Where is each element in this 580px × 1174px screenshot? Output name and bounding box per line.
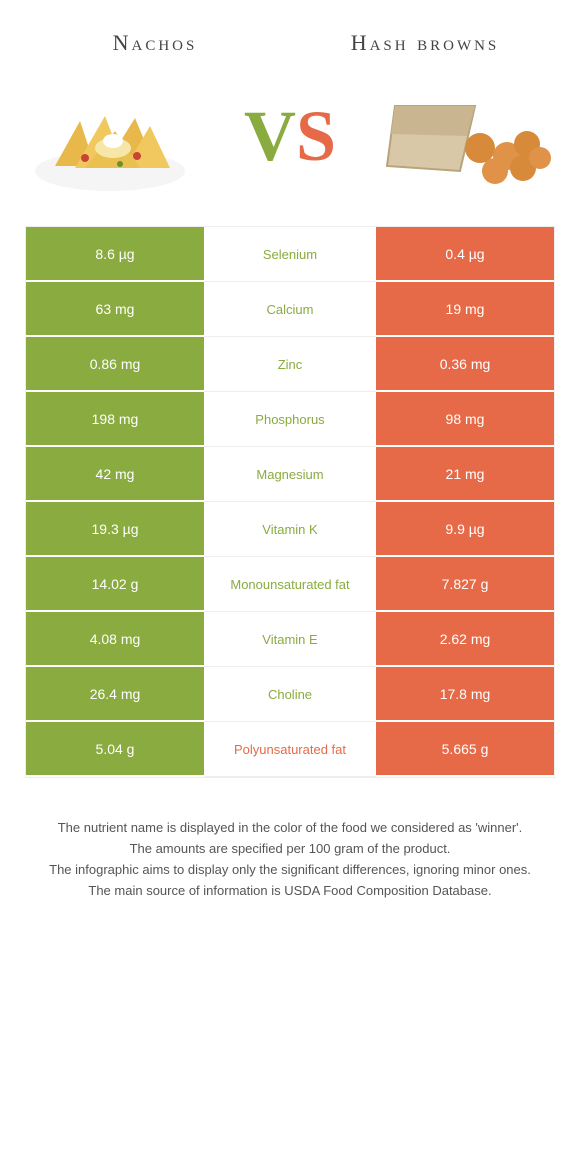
title-row: Nachos Hash browns bbox=[0, 0, 580, 66]
value-left: 63 mg bbox=[26, 282, 204, 337]
nachos-icon bbox=[25, 76, 195, 196]
nutrient-table: 8.6 µgSelenium0.4 µg63 mgCalcium19 mg0.8… bbox=[25, 226, 555, 778]
nutrient-name: Calcium bbox=[204, 282, 376, 337]
value-right: 21 mg bbox=[376, 447, 554, 502]
value-right: 19 mg bbox=[376, 282, 554, 337]
value-left: 5.04 g bbox=[26, 722, 204, 777]
value-right: 2.62 mg bbox=[376, 612, 554, 667]
table-row: 198 mgPhosphorus98 mg bbox=[26, 392, 554, 447]
vs-label: VS bbox=[244, 95, 336, 178]
food-image-left bbox=[25, 76, 195, 196]
vs-v: V bbox=[244, 95, 296, 178]
value-right: 7.827 g bbox=[376, 557, 554, 612]
value-right: 5.665 g bbox=[376, 722, 554, 777]
nutrient-name: Polyunsaturated fat bbox=[204, 722, 376, 777]
table-row: 4.08 mgVitamin E2.62 mg bbox=[26, 612, 554, 667]
value-left: 19.3 µg bbox=[26, 502, 204, 557]
table-row: 5.04 gPolyunsaturated fat5.665 g bbox=[26, 722, 554, 777]
nutrient-name: Vitamin K bbox=[204, 502, 376, 557]
table-row: 0.86 mgZinc0.36 mg bbox=[26, 337, 554, 392]
footer-line-1: The nutrient name is displayed in the co… bbox=[35, 818, 545, 839]
nutrient-name: Vitamin E bbox=[204, 612, 376, 667]
value-right: 9.9 µg bbox=[376, 502, 554, 557]
nutrient-name: Choline bbox=[204, 667, 376, 722]
table-row: 19.3 µgVitamin K9.9 µg bbox=[26, 502, 554, 557]
value-right: 17.8 mg bbox=[376, 667, 554, 722]
hashbrowns-icon bbox=[385, 76, 555, 196]
table-row: 26.4 mgCholine17.8 mg bbox=[26, 667, 554, 722]
food-title-right: Hash browns bbox=[290, 30, 560, 56]
hero-row: VS bbox=[0, 66, 580, 226]
value-left: 26.4 mg bbox=[26, 667, 204, 722]
table-row: 63 mgCalcium19 mg bbox=[26, 282, 554, 337]
value-left: 14.02 g bbox=[26, 557, 204, 612]
table-row: 42 mgMagnesium21 mg bbox=[26, 447, 554, 502]
table-row: 8.6 µgSelenium0.4 µg bbox=[26, 227, 554, 282]
footer-line-4: The main source of information is USDA F… bbox=[35, 881, 545, 902]
value-right: 0.4 µg bbox=[376, 227, 554, 282]
nutrient-name: Selenium bbox=[204, 227, 376, 282]
table-row: 14.02 gMonounsaturated fat7.827 g bbox=[26, 557, 554, 612]
nutrient-name: Phosphorus bbox=[204, 392, 376, 447]
value-left: 198 mg bbox=[26, 392, 204, 447]
nutrient-name: Monounsaturated fat bbox=[204, 557, 376, 612]
nutrient-name: Zinc bbox=[204, 337, 376, 392]
value-left: 8.6 µg bbox=[26, 227, 204, 282]
value-left: 0.86 mg bbox=[26, 337, 204, 392]
value-right: 0.36 mg bbox=[376, 337, 554, 392]
food-title-left: Nachos bbox=[20, 30, 290, 56]
food-image-right bbox=[385, 76, 555, 196]
footer-line-3: The infographic aims to display only the… bbox=[35, 860, 545, 881]
nutrient-name: Magnesium bbox=[204, 447, 376, 502]
vs-s: S bbox=[296, 95, 336, 178]
value-left: 4.08 mg bbox=[26, 612, 204, 667]
value-right: 98 mg bbox=[376, 392, 554, 447]
value-left: 42 mg bbox=[26, 447, 204, 502]
footer-line-2: The amounts are specified per 100 gram o… bbox=[35, 839, 545, 860]
footer-notes: The nutrient name is displayed in the co… bbox=[35, 818, 545, 901]
